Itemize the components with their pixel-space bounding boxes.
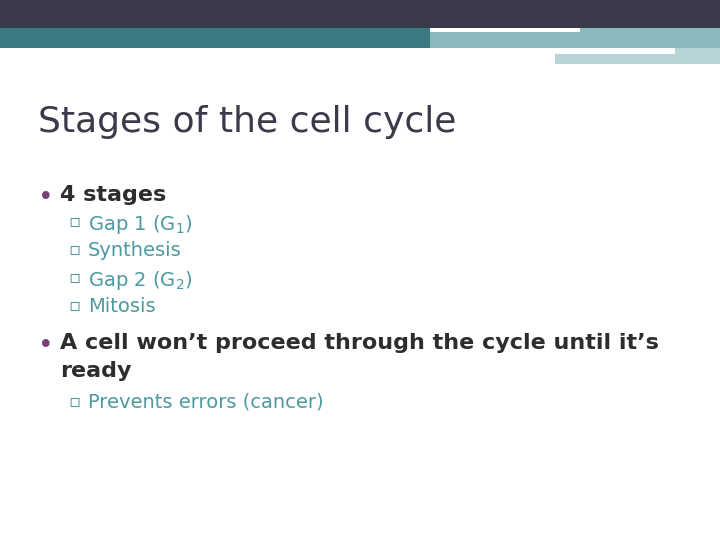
FancyBboxPatch shape	[555, 48, 720, 64]
FancyBboxPatch shape	[0, 28, 430, 48]
Text: Prevents errors (cancer): Prevents errors (cancer)	[88, 393, 323, 412]
Text: ▫: ▫	[68, 269, 80, 287]
FancyBboxPatch shape	[430, 28, 720, 48]
Text: Gap 1 (G$_1$): Gap 1 (G$_1$)	[88, 213, 192, 236]
Text: •: •	[38, 185, 53, 211]
Text: •: •	[38, 333, 53, 359]
FancyBboxPatch shape	[555, 48, 675, 54]
Text: Gap 2 (G$_2$): Gap 2 (G$_2$)	[88, 269, 192, 292]
Text: ▫: ▫	[68, 297, 80, 315]
FancyBboxPatch shape	[0, 0, 720, 28]
Text: ▫: ▫	[68, 213, 80, 231]
Text: 4 stages: 4 stages	[60, 185, 166, 205]
Text: ▫: ▫	[68, 393, 80, 411]
Text: Synthesis: Synthesis	[88, 241, 181, 260]
Text: Stages of the cell cycle: Stages of the cell cycle	[38, 105, 456, 139]
Text: ready: ready	[60, 361, 132, 381]
Text: ▫: ▫	[68, 241, 80, 259]
Text: Mitosis: Mitosis	[88, 297, 156, 316]
Text: A cell won’t proceed through the cycle until it’s: A cell won’t proceed through the cycle u…	[60, 333, 659, 353]
FancyBboxPatch shape	[430, 28, 580, 32]
